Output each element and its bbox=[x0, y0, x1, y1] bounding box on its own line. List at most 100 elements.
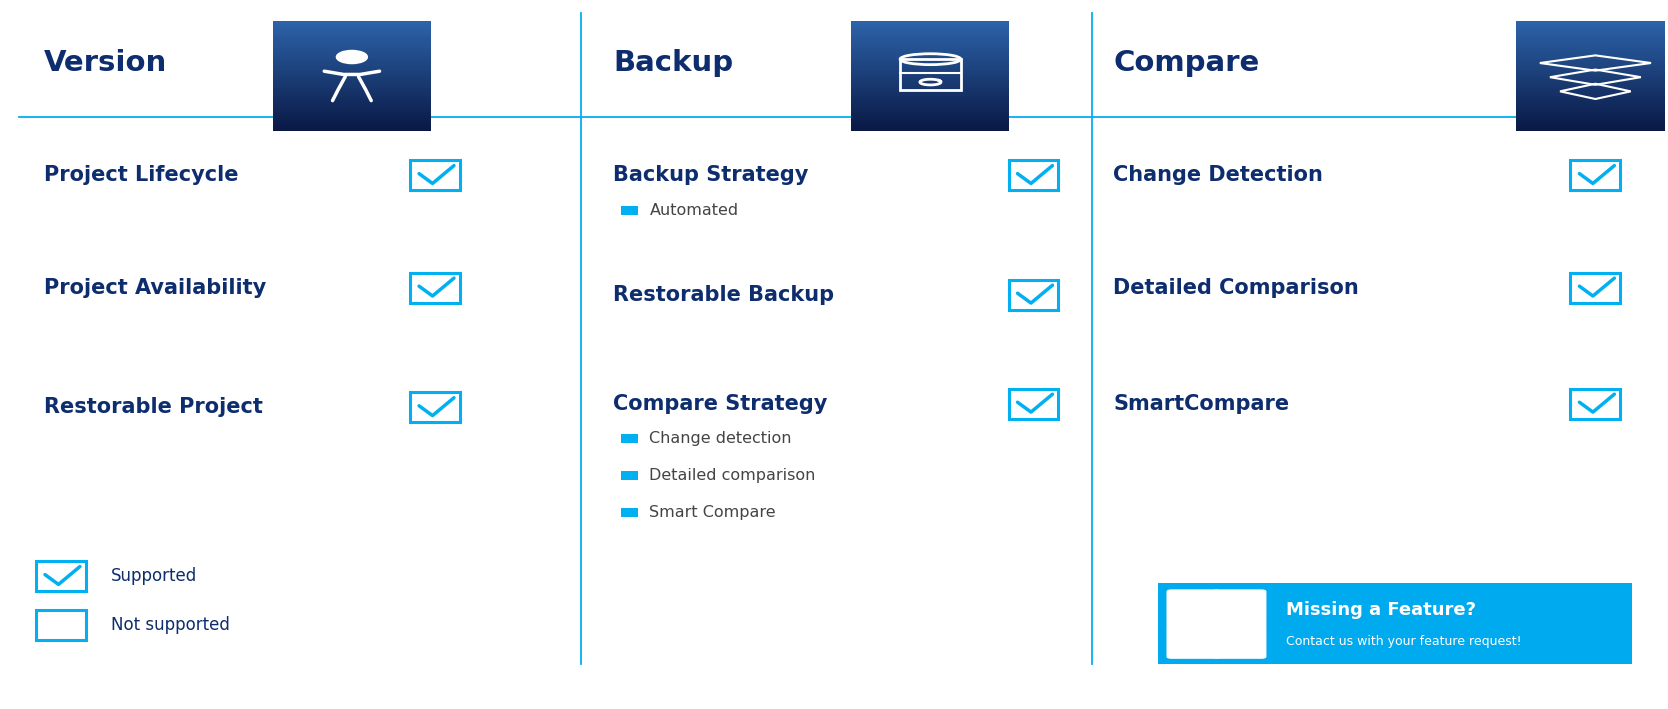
Bar bbox=[1516, 128, 1668, 131]
Bar bbox=[1516, 98, 1668, 101]
Text: Automated: Automated bbox=[649, 203, 739, 218]
Bar bbox=[851, 35, 1009, 38]
Bar bbox=[274, 122, 430, 125]
Text: Project Availability: Project Availability bbox=[45, 278, 267, 298]
Bar bbox=[1516, 70, 1668, 74]
Bar bbox=[1516, 120, 1668, 123]
Bar bbox=[1516, 49, 1668, 52]
Text: Backup Strategy: Backup Strategy bbox=[612, 165, 809, 185]
Bar bbox=[620, 471, 637, 480]
FancyBboxPatch shape bbox=[1166, 623, 1221, 659]
Bar bbox=[1516, 79, 1668, 82]
Bar bbox=[1516, 114, 1668, 118]
Bar bbox=[274, 30, 430, 33]
Bar bbox=[1516, 86, 1668, 90]
FancyBboxPatch shape bbox=[1571, 389, 1620, 418]
Bar bbox=[851, 92, 1009, 96]
Bar bbox=[851, 62, 1009, 66]
Bar bbox=[851, 57, 1009, 60]
Bar bbox=[851, 33, 1009, 35]
Bar bbox=[274, 120, 430, 123]
Bar bbox=[851, 54, 1009, 57]
Bar bbox=[851, 21, 1009, 25]
Bar bbox=[1516, 33, 1668, 35]
Bar bbox=[1516, 27, 1668, 30]
Text: Version: Version bbox=[45, 49, 167, 77]
Bar bbox=[1516, 52, 1668, 55]
FancyBboxPatch shape bbox=[1158, 583, 1631, 664]
Bar bbox=[274, 117, 430, 121]
Bar bbox=[851, 120, 1009, 123]
Bar bbox=[274, 27, 430, 30]
Text: Contact us with your feature request!: Contact us with your feature request! bbox=[1286, 635, 1521, 648]
FancyBboxPatch shape bbox=[1571, 273, 1620, 303]
Bar bbox=[851, 117, 1009, 121]
Text: Restorable Project: Restorable Project bbox=[45, 397, 264, 418]
FancyBboxPatch shape bbox=[1166, 589, 1221, 625]
Bar bbox=[1516, 122, 1668, 125]
Bar bbox=[851, 40, 1009, 44]
Bar bbox=[851, 82, 1009, 85]
Bar bbox=[1516, 54, 1668, 57]
Bar bbox=[851, 104, 1009, 106]
Bar bbox=[1516, 73, 1668, 77]
FancyBboxPatch shape bbox=[410, 273, 460, 303]
Text: Smart Compare: Smart Compare bbox=[649, 505, 776, 520]
Bar bbox=[274, 24, 430, 28]
Bar bbox=[851, 125, 1009, 128]
Bar bbox=[1516, 92, 1668, 96]
Bar bbox=[274, 104, 430, 106]
Bar bbox=[274, 106, 430, 109]
Bar bbox=[1516, 40, 1668, 44]
Text: Project Lifecycle: Project Lifecycle bbox=[45, 165, 239, 185]
Bar bbox=[1516, 82, 1668, 85]
Bar bbox=[851, 30, 1009, 33]
Bar bbox=[1516, 60, 1668, 63]
Bar bbox=[274, 86, 430, 90]
Bar bbox=[274, 108, 430, 112]
Bar bbox=[274, 33, 430, 35]
Bar bbox=[851, 106, 1009, 109]
Bar bbox=[1516, 68, 1668, 71]
Bar bbox=[1516, 35, 1668, 38]
FancyBboxPatch shape bbox=[1213, 623, 1266, 659]
Bar bbox=[851, 70, 1009, 74]
Bar bbox=[274, 92, 430, 96]
Bar bbox=[1516, 104, 1668, 106]
Bar bbox=[1516, 125, 1668, 128]
Bar bbox=[851, 49, 1009, 52]
Bar bbox=[1516, 101, 1668, 104]
Text: Change detection: Change detection bbox=[649, 431, 792, 447]
Bar bbox=[851, 89, 1009, 93]
Bar bbox=[1516, 95, 1668, 99]
Bar bbox=[274, 76, 430, 79]
Bar bbox=[274, 65, 430, 69]
Bar bbox=[851, 60, 1009, 63]
Bar bbox=[1516, 62, 1668, 66]
Bar bbox=[1516, 89, 1668, 93]
Bar bbox=[274, 114, 430, 118]
Text: Restorable Backup: Restorable Backup bbox=[612, 285, 834, 305]
Circle shape bbox=[337, 50, 367, 64]
Bar bbox=[274, 43, 430, 47]
Bar bbox=[274, 68, 430, 71]
Bar bbox=[274, 62, 430, 66]
Bar bbox=[1516, 57, 1668, 60]
Bar bbox=[274, 111, 430, 115]
Bar bbox=[1516, 30, 1668, 33]
FancyBboxPatch shape bbox=[410, 160, 460, 190]
FancyBboxPatch shape bbox=[410, 392, 460, 422]
Bar bbox=[851, 43, 1009, 47]
Bar bbox=[274, 101, 430, 104]
Bar bbox=[620, 435, 637, 443]
Bar bbox=[851, 52, 1009, 55]
Bar bbox=[851, 101, 1009, 104]
Text: Detailed comparison: Detailed comparison bbox=[649, 468, 816, 483]
Bar bbox=[1516, 111, 1668, 115]
Bar bbox=[851, 84, 1009, 87]
FancyBboxPatch shape bbox=[1009, 280, 1059, 310]
Bar bbox=[620, 206, 637, 215]
Bar bbox=[274, 21, 430, 25]
Text: Missing a Feature?: Missing a Feature? bbox=[1286, 601, 1476, 619]
Text: Not supported: Not supported bbox=[110, 616, 230, 635]
